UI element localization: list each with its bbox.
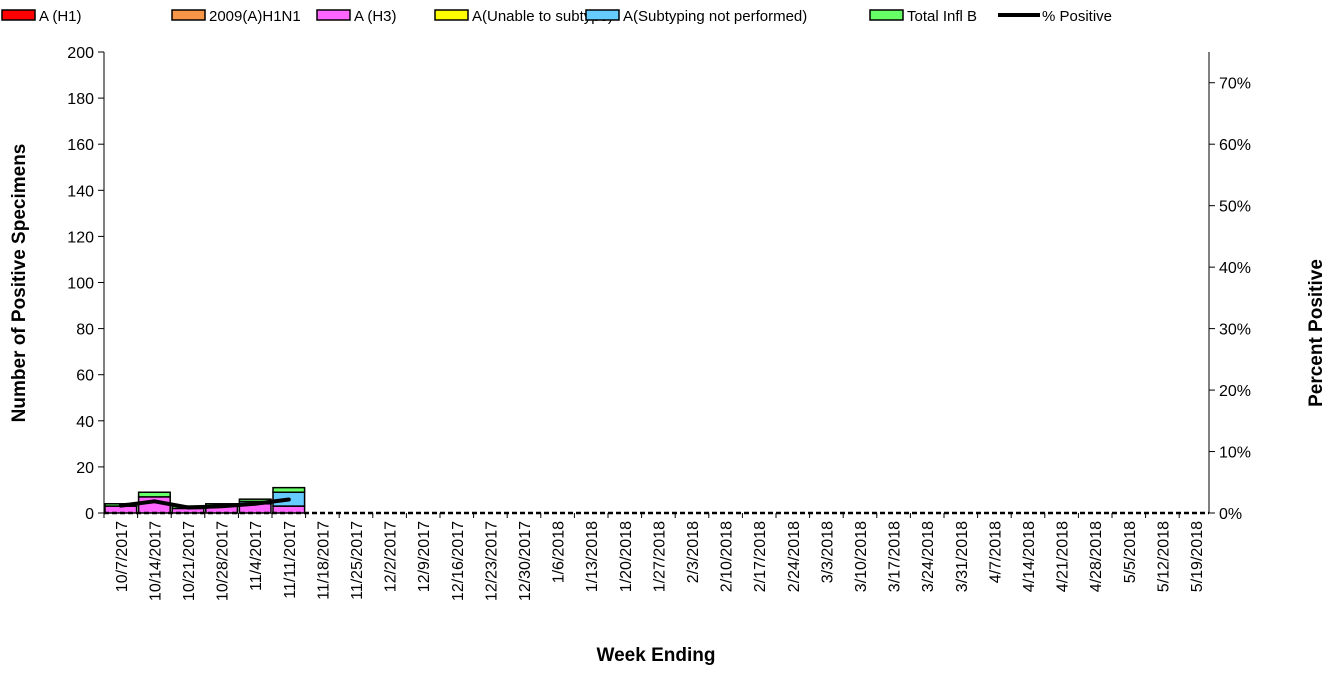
x-tick-label: 11/4/2017 bbox=[248, 521, 265, 591]
x-tick-label: 10/28/2017 bbox=[215, 521, 232, 601]
legend: A (H1) 2009(A)H1N1 A (H3) A(Unable to subty… bbox=[1, 8, 1112, 25]
x-tick-label: 3/31/2018 bbox=[954, 521, 971, 592]
y-tick-label: 60 bbox=[76, 368, 94, 385]
x-tick-label: 5/12/2018 bbox=[1155, 521, 1172, 592]
x-tick-label: 2/17/2018 bbox=[752, 521, 769, 592]
y-axis-title: Number of Positive Specimens bbox=[9, 144, 30, 423]
x-tick-label: 5/19/2018 bbox=[1189, 521, 1206, 592]
x-tick-label: 1/13/2018 bbox=[584, 521, 601, 592]
bar-segment bbox=[272, 486, 306, 494]
y2-tick-label: 50% bbox=[1219, 199, 1251, 216]
y-tick-label: 100 bbox=[67, 276, 94, 293]
x-tick-label: 2/3/2018 bbox=[685, 521, 702, 583]
y2-tick-label: 20% bbox=[1219, 383, 1251, 400]
y2-tick-label: 0% bbox=[1219, 506, 1242, 523]
x-axis-title: Week Ending bbox=[597, 645, 716, 666]
x-tick-label: 3/17/2018 bbox=[887, 521, 904, 592]
y-tick-label: 140 bbox=[67, 183, 94, 200]
y2-tick-label: 40% bbox=[1219, 260, 1251, 277]
x-tick-label: 2/24/2018 bbox=[786, 521, 803, 592]
legend-label: % Positive bbox=[1042, 8, 1112, 25]
x-tick-label: 10/21/2017 bbox=[181, 521, 198, 601]
x-tick-label: 12/2/2017 bbox=[383, 521, 400, 592]
legend-swatch bbox=[585, 9, 620, 21]
y2-tick-label: 70% bbox=[1219, 76, 1251, 93]
x-tick-label: 12/23/2017 bbox=[483, 521, 500, 601]
y-tick-label: 180 bbox=[67, 91, 94, 108]
x-tick-label: 2/10/2018 bbox=[719, 521, 736, 592]
y-tick-label: 160 bbox=[67, 137, 94, 154]
x-tick-label: 4/14/2018 bbox=[1021, 521, 1038, 592]
x-tick-label: 11/25/2017 bbox=[349, 521, 366, 600]
y-tick-label: 120 bbox=[67, 229, 94, 246]
legend-swatch bbox=[171, 9, 206, 21]
y-tick-label: 20 bbox=[76, 460, 94, 477]
legend-label: A (H3) bbox=[354, 8, 397, 25]
bar-segment bbox=[137, 491, 171, 498]
legend-swatch bbox=[1, 9, 36, 21]
x-tick-label: 3/24/2018 bbox=[920, 521, 937, 592]
y-tick-label: 40 bbox=[76, 414, 94, 431]
x-tick-label: 10/14/2017 bbox=[147, 521, 164, 601]
axes: 0 20 40 60 80 100 120 140 160 180 200 0% 10% 20% 30% 40… bbox=[67, 45, 1251, 601]
y-tick-label: 0 bbox=[85, 506, 94, 523]
legend-label: Total Infl B bbox=[907, 8, 977, 25]
y-tick-label: 80 bbox=[76, 322, 94, 339]
y2-tick-label: 30% bbox=[1219, 322, 1251, 339]
plot-area bbox=[104, 486, 306, 514]
x-tick-label: 12/30/2017 bbox=[517, 521, 534, 601]
x-tick-label: 3/10/2018 bbox=[853, 521, 870, 592]
y-tick-label: 200 bbox=[67, 45, 94, 62]
x-tick-label: 1/20/2018 bbox=[618, 521, 635, 592]
y2-tick-label: 10% bbox=[1219, 445, 1251, 462]
x-tick-label: 10/7/2017 bbox=[114, 521, 131, 592]
x-tick-label: 12/16/2017 bbox=[450, 521, 467, 601]
x-tick-label: 1/6/2018 bbox=[551, 521, 568, 583]
x-tick-label: 5/5/2018 bbox=[1122, 521, 1139, 583]
legend-label: A(Unable to subtype) bbox=[472, 8, 613, 25]
x-tick-label: 3/3/2018 bbox=[819, 521, 836, 583]
legend-swatch bbox=[869, 9, 904, 21]
legend-swatch bbox=[434, 9, 469, 21]
x-tick-label: 4/28/2018 bbox=[1088, 521, 1105, 592]
x-tick-label: 4/21/2018 bbox=[1055, 521, 1072, 592]
percent-positive-line bbox=[118, 497, 291, 510]
legend-label: A (H1) bbox=[39, 8, 82, 25]
legend-swatch bbox=[316, 9, 351, 21]
legend-label: 2009(A)H1N1 bbox=[209, 8, 301, 25]
legend-label: A(Subtyping not performed) bbox=[623, 8, 807, 25]
x-tick-label: 1/27/2018 bbox=[651, 521, 668, 592]
y2-axis-title: Percent Positive bbox=[1306, 259, 1327, 407]
y2-tick-label: 60% bbox=[1219, 137, 1251, 154]
x-tick-label: 11/11/2017 bbox=[282, 521, 299, 599]
x-tick-label: 11/18/2017 bbox=[315, 521, 332, 600]
x-tick-label: 12/9/2017 bbox=[416, 521, 433, 592]
x-tick-label: 4/7/2018 bbox=[987, 521, 1004, 583]
